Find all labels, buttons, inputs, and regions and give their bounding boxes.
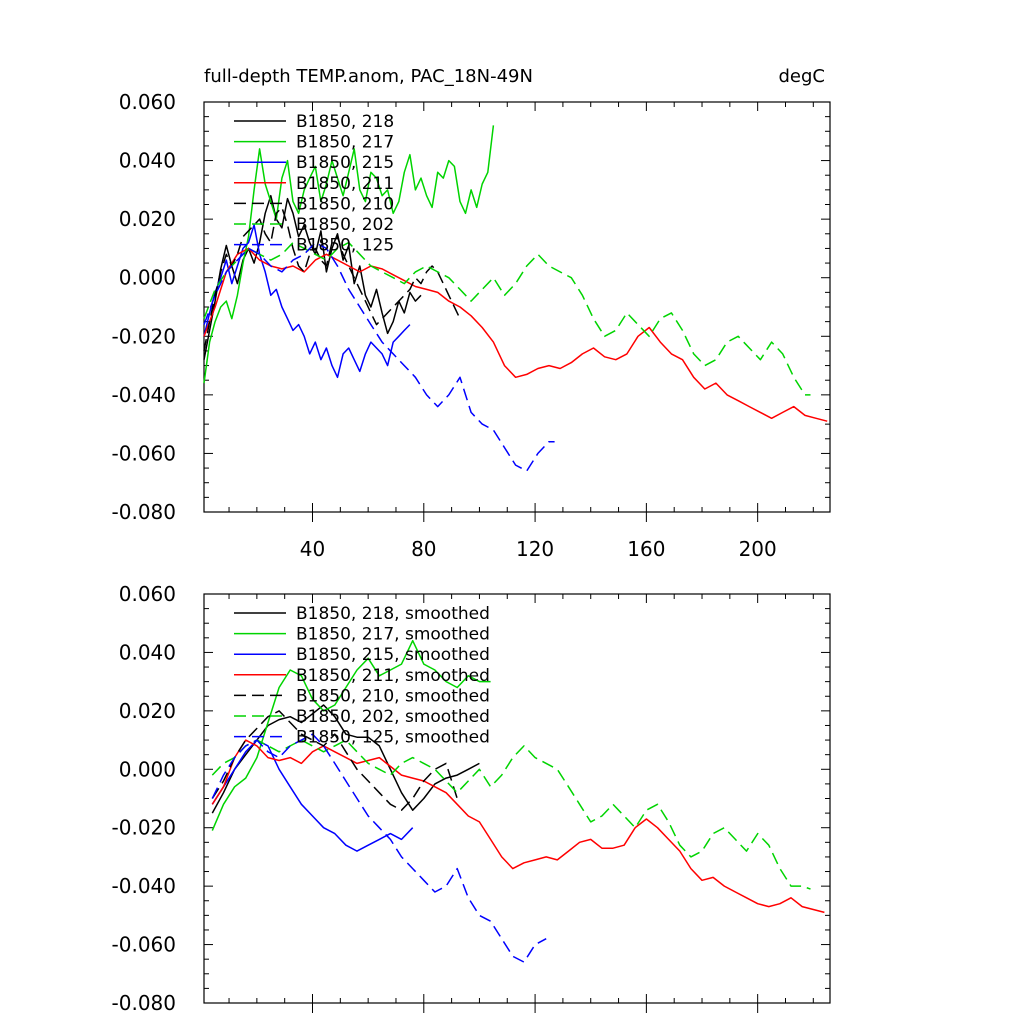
legend-label: B1850, 211 [296,174,394,194]
top-title: full-depth TEMP.anom, PAC_18N-49N [204,66,533,87]
x-tick-label: 200 [739,537,777,561]
x-tick-label: 40 [300,537,325,561]
y-tick-label: -0.080 [112,500,176,524]
legend-label: B1850, 202 [296,215,394,235]
y-tick-label: 0.000 [119,757,176,781]
series-line [211,710,458,811]
y-tick-label: -0.080 [112,991,176,1015]
x-tick-label: 120 [516,537,554,561]
y-tick-label: -0.020 [112,816,176,840]
series-line [211,739,825,914]
legend-label: B1850, 215, smoothed [296,645,490,665]
legend-label: B1850, 125, smoothed [296,728,490,748]
y-tick-label: 0.060 [119,90,176,114]
legend-label: B1850, 211, smoothed [296,666,490,686]
series-line [203,194,422,360]
y-tick-label: 0.000 [119,266,176,290]
legend-label: B1850, 217 [296,133,394,153]
legend-label: B1850, 218, smoothed [296,604,490,624]
legend-label: B1850, 215 [296,153,394,173]
series-line [203,206,461,352]
y-tick-label: -0.060 [112,933,176,957]
series-line [203,125,495,384]
y-tick-label: 0.020 [119,699,176,723]
series-line [203,241,555,472]
legend-label: B1850, 210 [296,194,394,214]
x-tick-label: 160 [627,537,665,561]
y-tick-label: 0.060 [119,582,176,606]
legend-label: B1850, 125 [296,236,394,256]
y-tick-label: -0.060 [112,441,176,465]
y-tick-label: -0.040 [112,383,176,407]
legend-label: B1850, 202, smoothed [296,707,490,727]
y-tick-label: 0.040 [119,149,176,173]
legend-label: B1850, 218 [296,112,394,132]
x-tick-label: 80 [411,537,436,561]
legend-label: B1850, 210, smoothed [296,686,490,706]
series-line [203,247,828,422]
series-line [203,224,411,379]
series-line [211,639,491,831]
legend-label: B1850, 217, smoothed [296,625,490,645]
top-units: degC [779,66,826,87]
y-tick-label: -0.040 [112,874,176,898]
y-tick-label: 0.020 [119,207,176,231]
series-line [203,241,811,396]
y-tick-label: 0.040 [119,640,176,664]
series-line [211,739,414,852]
bottom-panel: 0.060 0.040 0.020 0.000 -0.020 -0.040 -0.060 -0… [112,582,831,1015]
top-panel: full-depth TEMP.anom, PAC_18N-49N degC 0… [112,66,831,561]
y-tick-label: -0.020 [112,324,176,348]
series-line [211,733,547,963]
